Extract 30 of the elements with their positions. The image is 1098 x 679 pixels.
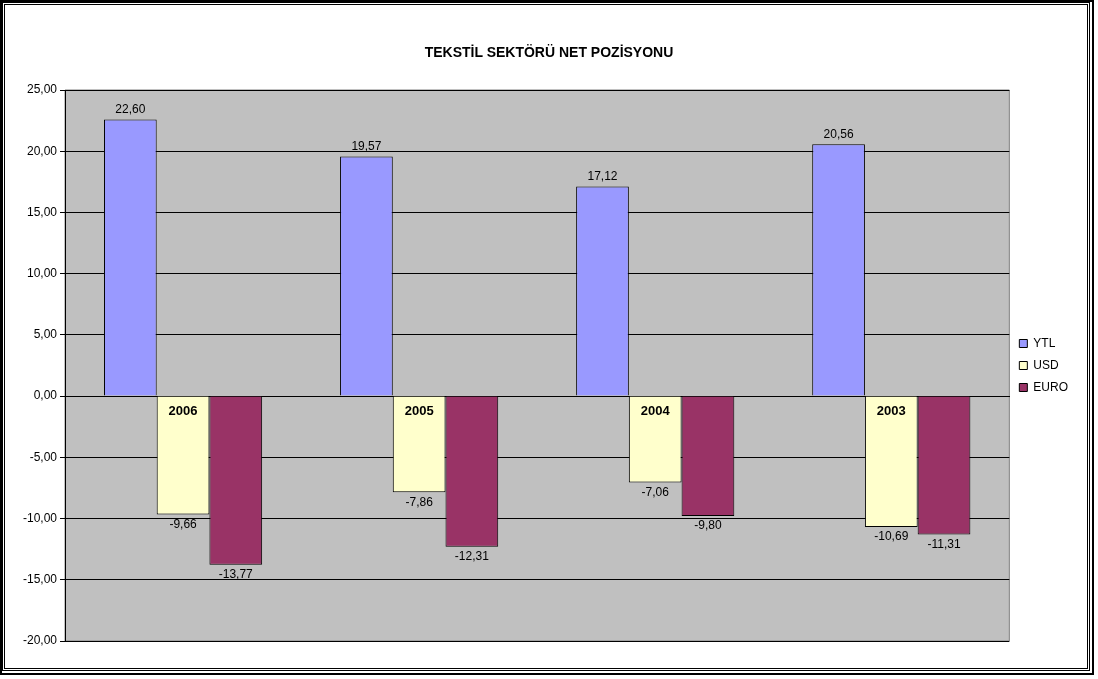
y-tick-label: 25,00 bbox=[26, 82, 58, 97]
data-label: -9,80 bbox=[694, 518, 722, 533]
legend-label: EURO bbox=[1033, 379, 1068, 394]
chart-title: TEKSTİL SEKTÖRÜ NET POZİSYONU bbox=[423, 44, 675, 60]
y-tick-label: 5,00 bbox=[33, 327, 58, 342]
y-tick-label: -5,00 bbox=[29, 449, 58, 464]
data-label: 19,57 bbox=[351, 138, 382, 153]
data-label: 22,60 bbox=[115, 101, 146, 116]
y-tick-label: 0,00 bbox=[33, 388, 58, 403]
data-label: 20,56 bbox=[823, 126, 854, 141]
x-tick-label: 2006 bbox=[168, 403, 198, 419]
y-tick-label: 20,00 bbox=[26, 143, 58, 158]
y-tick-label: 10,00 bbox=[26, 265, 58, 280]
legend-label: USD bbox=[1033, 357, 1059, 372]
data-label: -12,31 bbox=[454, 549, 490, 564]
x-tick-label: 2003 bbox=[876, 403, 906, 419]
data-label: -7,06 bbox=[641, 484, 670, 499]
data-label: -10,69 bbox=[874, 529, 909, 544]
data-label: -13,77 bbox=[218, 567, 254, 582]
y-tick-label: 15,00 bbox=[26, 204, 58, 219]
y-tick-label: -10,00 bbox=[22, 510, 58, 525]
x-tick-label: 2005 bbox=[404, 403, 434, 419]
data-label: -7,86 bbox=[405, 494, 434, 509]
y-tick-label: -15,00 bbox=[22, 572, 58, 587]
data-label: -9,66 bbox=[169, 516, 198, 531]
x-tick-label: 2004 bbox=[640, 403, 671, 419]
legend-label: YTL bbox=[1033, 335, 1056, 350]
y-tick-label: -20,00 bbox=[22, 633, 58, 648]
data-label: 17,12 bbox=[587, 168, 618, 183]
data-label: -11,31 bbox=[927, 536, 961, 551]
